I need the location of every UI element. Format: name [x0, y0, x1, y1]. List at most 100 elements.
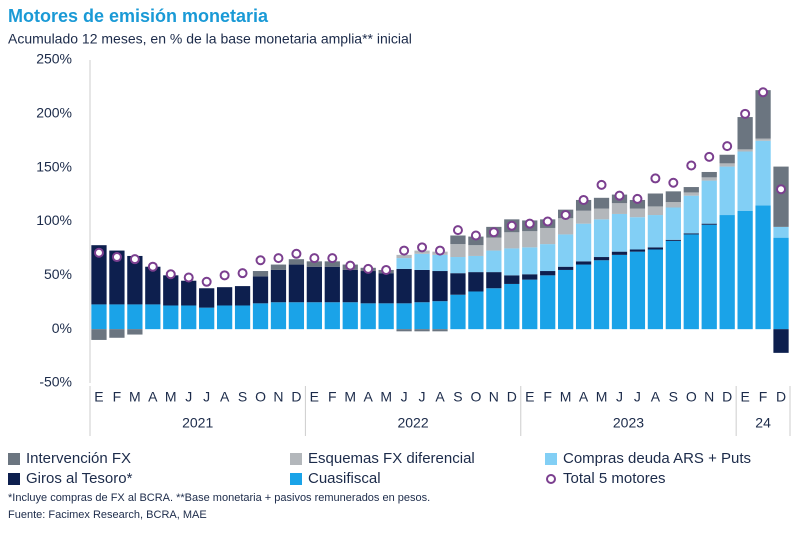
bar-segment [288, 302, 305, 330]
bar-segment [414, 253, 430, 270]
bar-segment [593, 197, 610, 209]
y-tick-label: -50% [39, 374, 72, 390]
bar-segment [324, 302, 340, 330]
bar-segment [522, 231, 538, 248]
bar-segment [342, 302, 358, 330]
bar-segment [91, 329, 107, 340]
bar-segment [683, 233, 699, 235]
bar-segment [486, 288, 502, 330]
bar-segment [504, 232, 520, 249]
bar-segment [575, 223, 592, 262]
bar-segment [611, 203, 628, 214]
bar-segment [683, 187, 699, 193]
bar-segment [665, 207, 681, 240]
x-tick-label: M [129, 389, 141, 405]
group-label: 2021 [182, 415, 213, 431]
legend-label: Giros al Tesoro* [26, 470, 133, 487]
bar-segment [593, 219, 610, 258]
total-marker [327, 253, 338, 264]
bar-segment [450, 244, 466, 258]
bar-segment [163, 305, 179, 330]
x-tick-label: J [616, 389, 623, 405]
bar-segment [414, 329, 430, 332]
bar-segment [629, 208, 646, 218]
x-tick-label: D [291, 389, 301, 405]
group-label: 2022 [397, 415, 428, 431]
bar-segment [396, 258, 412, 269]
group-label: 24 [755, 415, 771, 431]
total-marker [524, 218, 535, 229]
legend-label: Total 5 motores [563, 470, 666, 487]
bar-segment [647, 247, 664, 250]
bar-segment [737, 210, 753, 330]
bar-segment [270, 264, 287, 270]
y-tick-label: 150% [36, 158, 72, 174]
bar-segment [109, 250, 125, 305]
bar-segment [683, 192, 699, 196]
bar-segment [234, 305, 251, 330]
total-marker [345, 260, 356, 271]
x-tick-label: J [185, 389, 192, 405]
bar-segment [755, 140, 771, 206]
bar-segment [665, 191, 681, 203]
bar-segment [199, 288, 215, 308]
total-marker [650, 173, 661, 184]
x-tick-label: D [722, 389, 732, 405]
source: Fuente: Facimex Research, BCRA, MAE [8, 509, 207, 521]
bar-segment [450, 273, 466, 295]
bar-segment [629, 251, 646, 330]
bar-segment [127, 329, 143, 335]
bar-segment [199, 307, 215, 330]
bar-segment [252, 303, 269, 330]
bar-segment [181, 305, 197, 330]
bar-segment [701, 171, 717, 178]
x-tick-label: S [453, 389, 462, 405]
bar-segment [558, 218, 574, 235]
total-marker [542, 216, 553, 227]
legend-label: Esquemas FX diferencial [308, 450, 475, 467]
bar-segment [737, 151, 753, 211]
total-marker [129, 254, 140, 265]
bar-segment [414, 302, 430, 330]
bar-segment [558, 266, 574, 270]
bar-segment [522, 279, 538, 330]
total-marker [596, 179, 607, 190]
total-marker [704, 151, 715, 162]
bar-segment [737, 149, 753, 152]
bar-segment [540, 227, 556, 245]
x-tick-label: A [435, 389, 445, 405]
legend-swatch [290, 453, 302, 465]
bar-segment [181, 280, 197, 306]
bar-segment [522, 274, 538, 280]
x-tick-label: M [596, 389, 608, 405]
total-marker [614, 190, 625, 201]
bar-segment [145, 266, 161, 305]
x-tick-label: M [380, 389, 392, 405]
x-tick-label: F [113, 389, 122, 405]
legend-swatch [545, 453, 557, 465]
footnote: *Incluye compras de FX al BCRA. **Base m… [8, 492, 430, 504]
legend-swatch [8, 453, 20, 465]
total-marker [452, 225, 463, 236]
bar-segment [773, 329, 789, 353]
bar-segment [665, 239, 681, 241]
bar-segment [719, 215, 735, 330]
bar-segment [342, 269, 358, 303]
bar-segment [396, 254, 412, 259]
bar-segment [378, 273, 394, 304]
x-tick-label: D [776, 389, 786, 405]
bar-segment [432, 329, 448, 332]
bar-segment [127, 255, 143, 305]
y-tick-label: 50% [44, 266, 72, 282]
total-marker [93, 247, 104, 258]
bar-segment [234, 286, 251, 306]
bar-segment [558, 234, 574, 267]
bar-segment [575, 199, 592, 211]
x-tick-label: A [651, 389, 661, 405]
x-tick-label: N [704, 389, 714, 405]
bar-segment [593, 208, 610, 220]
chart-title: Motores de emisión monetaria [8, 6, 269, 26]
total-marker [363, 263, 374, 274]
bar-segment [719, 166, 735, 216]
bar-segment [288, 264, 305, 303]
